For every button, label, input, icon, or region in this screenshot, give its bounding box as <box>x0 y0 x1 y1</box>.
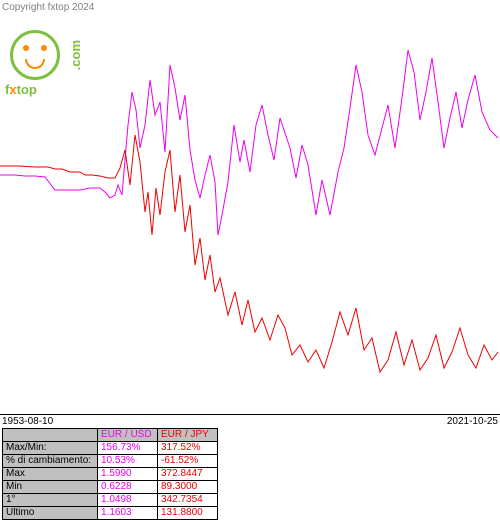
cell: 372.8447 <box>158 468 218 481</box>
stats-table: EUR / USD EUR / JPY Max/Min: 156.73% 317… <box>2 428 218 520</box>
series-line <box>0 135 498 372</box>
row-label: Min <box>3 481 98 494</box>
x-axis-start-date: 1953-08-10 <box>2 416 53 427</box>
header-blank <box>3 429 98 442</box>
table-row: Min 0.6228 89.3000 <box>3 481 218 494</box>
copyright-text: Copyright fxtop 2024 <box>2 2 94 13</box>
cell: 89.3000 <box>158 481 218 494</box>
row-label: Ultimo <box>3 507 98 520</box>
table-header-row: EUR / USD EUR / JPY <box>3 429 218 442</box>
table-row: Max/Min: 156.73% 317.52% <box>3 442 218 455</box>
cell: 342.7354 <box>158 494 218 507</box>
cell: 1.0498 <box>98 494 158 507</box>
exchange-rate-chart <box>0 20 500 415</box>
axis-line <box>0 414 500 415</box>
cell: 0.6228 <box>98 481 158 494</box>
cell: 10.53% <box>98 455 158 468</box>
table-row: Max 1.5990 372.8447 <box>3 468 218 481</box>
header-series1: EUR / USD <box>98 429 158 442</box>
cell: 1.1603 <box>98 507 158 520</box>
row-label: 1° <box>3 494 98 507</box>
cell: -61.52% <box>158 455 218 468</box>
x-axis-end-date: 2021-10-25 <box>447 416 498 427</box>
cell: 156.73% <box>98 442 158 455</box>
row-label: % di cambiamento: <box>3 455 98 468</box>
cell: 317.52% <box>158 442 218 455</box>
table-row: Ultimo 1.1603 131.8800 <box>3 507 218 520</box>
table-row: 1° 1.0498 342.7354 <box>3 494 218 507</box>
cell: 1.5990 <box>98 468 158 481</box>
header-series2: EUR / JPY <box>158 429 218 442</box>
row-label: Max <box>3 468 98 481</box>
cell: 131.8800 <box>158 507 218 520</box>
row-label: Max/Min: <box>3 442 98 455</box>
series-line <box>0 50 498 235</box>
table-row: % di cambiamento: 10.53% -61.52% <box>3 455 218 468</box>
